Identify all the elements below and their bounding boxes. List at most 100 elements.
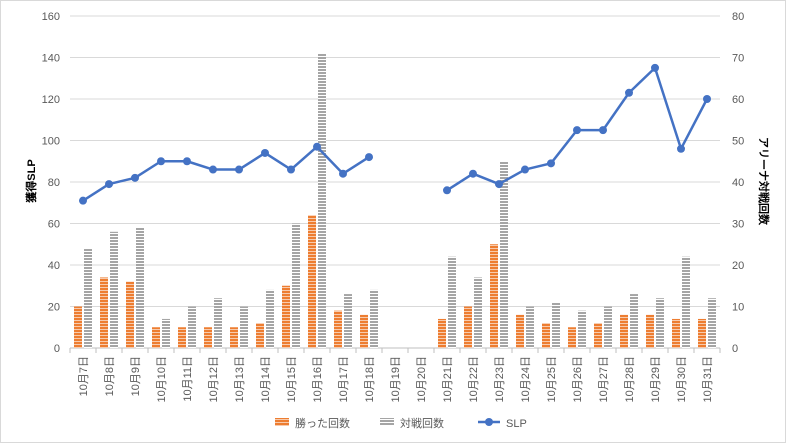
win-count-bar bbox=[464, 306, 472, 348]
win-count-bar bbox=[100, 277, 108, 348]
battle-count-bar bbox=[656, 298, 664, 348]
battle-count-bar bbox=[604, 306, 612, 348]
right-axis-tick-label: 80 bbox=[732, 11, 744, 23]
left-axis-tick-label: 160 bbox=[42, 11, 60, 23]
slp-point bbox=[469, 169, 477, 178]
right-axis-tick-label: 70 bbox=[732, 53, 744, 65]
battle-count-bar bbox=[318, 53, 326, 348]
left-axis-tick-label: 100 bbox=[42, 136, 60, 148]
legend-swatch-battles bbox=[380, 418, 394, 426]
x-axis-tick-label: 10月20日 bbox=[416, 356, 428, 402]
right-axis-title: アリーナ対戦回数 bbox=[757, 137, 771, 226]
win-count-bar bbox=[204, 327, 212, 348]
slp-point bbox=[183, 157, 191, 166]
right-axis-tick-label: 50 bbox=[732, 136, 744, 148]
x-axis-tick-label: 10月28日 bbox=[624, 356, 636, 402]
battle-count-bar bbox=[630, 294, 638, 348]
x-axis-tick-label: 10月16日 bbox=[312, 356, 324, 402]
win-count-bar bbox=[568, 327, 576, 348]
slp-point bbox=[365, 153, 373, 162]
battle-count-bar bbox=[370, 289, 378, 348]
left-axis-title: 獲得SLP bbox=[24, 159, 38, 202]
slp-point bbox=[339, 169, 347, 178]
battle-count-bar bbox=[708, 298, 716, 348]
left-axis-tick-label: 80 bbox=[48, 177, 60, 189]
battle-count-bar bbox=[344, 294, 352, 348]
left-axis-tick-label: 140 bbox=[42, 53, 60, 65]
battle-count-bar bbox=[474, 277, 482, 348]
left-axis-tick-label: 40 bbox=[48, 260, 60, 272]
win-count-bar bbox=[360, 314, 368, 348]
legend-label-battles: 対戦回数 bbox=[400, 416, 444, 430]
x-axis-tick-label: 10月12日 bbox=[208, 356, 220, 402]
win-count-bar bbox=[620, 314, 628, 348]
battle-count-bar bbox=[682, 256, 690, 348]
battle-count-bar bbox=[266, 289, 274, 348]
battle-count-bar bbox=[110, 231, 118, 348]
slp-point bbox=[443, 186, 451, 195]
x-axis-tick-label: 10月19日 bbox=[390, 356, 402, 402]
battle-count-bar bbox=[214, 298, 222, 348]
x-axis-tick-label: 10月26日 bbox=[572, 356, 584, 402]
win-count-bar bbox=[152, 327, 160, 348]
slp-point bbox=[547, 159, 555, 168]
win-count-bar bbox=[646, 314, 654, 348]
win-count-bar bbox=[672, 318, 680, 348]
battle-count-bar bbox=[188, 306, 196, 348]
win-count-bar bbox=[516, 314, 524, 348]
slp-point bbox=[313, 142, 321, 151]
x-axis-tick-label: 10月22日 bbox=[468, 356, 480, 402]
slp-point bbox=[599, 126, 607, 135]
slp-point bbox=[105, 180, 113, 189]
right-axis-tick-label: 60 bbox=[732, 94, 744, 106]
x-axis-tick-label: 10月9日 bbox=[130, 356, 142, 396]
slp-point bbox=[157, 157, 165, 166]
slp-point bbox=[79, 196, 87, 205]
battle-count-bar bbox=[448, 256, 456, 348]
win-count-bar bbox=[74, 306, 82, 348]
slp-point bbox=[261, 148, 269, 157]
win-count-bar bbox=[542, 323, 550, 348]
x-axis-tick-label: 10月30日 bbox=[676, 356, 688, 402]
win-count-bar bbox=[282, 285, 290, 348]
slp-point bbox=[625, 88, 633, 97]
slp-point bbox=[573, 126, 581, 135]
x-axis-tick-label: 10月11日 bbox=[182, 356, 194, 402]
battle-count-bar bbox=[84, 248, 92, 348]
x-axis-tick-label: 10月17日 bbox=[338, 356, 350, 402]
legend-label-wins: 勝った回数 bbox=[295, 416, 350, 430]
left-axis-tick-label: 0 bbox=[54, 343, 60, 355]
legend-swatch-wins bbox=[275, 418, 289, 426]
x-axis-tick-label: 10月24日 bbox=[520, 356, 532, 402]
win-count-bar bbox=[126, 281, 134, 348]
x-axis-tick-label: 10月25日 bbox=[546, 356, 558, 402]
battle-count-bar bbox=[240, 306, 248, 348]
slp-point bbox=[235, 165, 243, 174]
battle-count-bar bbox=[552, 302, 560, 348]
x-axis-tick-label: 10月31日 bbox=[702, 356, 714, 402]
left-axis-tick-label: 60 bbox=[48, 219, 60, 231]
x-axis-tick-label: 10月8日 bbox=[104, 356, 116, 396]
slp-point bbox=[209, 165, 217, 174]
x-axis-tick-label: 10月7日 bbox=[78, 356, 90, 396]
legend: 勝った回数 対戦回数 SLP bbox=[275, 416, 527, 430]
right-axis-tick-label: 30 bbox=[732, 219, 744, 231]
win-count-bar bbox=[438, 318, 446, 348]
win-count-bar bbox=[698, 318, 706, 348]
battle-count-bar bbox=[292, 223, 300, 348]
right-axis-tick-label: 20 bbox=[732, 260, 744, 272]
left-axis-tick-label: 120 bbox=[42, 94, 60, 106]
battle-count-bar bbox=[500, 161, 508, 348]
win-count-bar bbox=[594, 323, 602, 348]
legend-swatch-slp-marker bbox=[485, 418, 493, 426]
x-axis-tick-label: 10月29日 bbox=[650, 356, 662, 402]
battle-count-bar bbox=[526, 306, 534, 348]
legend-label-slp: SLP bbox=[506, 418, 527, 430]
right-axis-tick-label: 0 bbox=[732, 343, 738, 355]
left-axis-tick-label: 20 bbox=[48, 302, 60, 314]
slp-point bbox=[677, 144, 685, 153]
x-axis-tick-label: 10月18日 bbox=[364, 356, 376, 402]
battle-count-bar bbox=[136, 227, 144, 348]
